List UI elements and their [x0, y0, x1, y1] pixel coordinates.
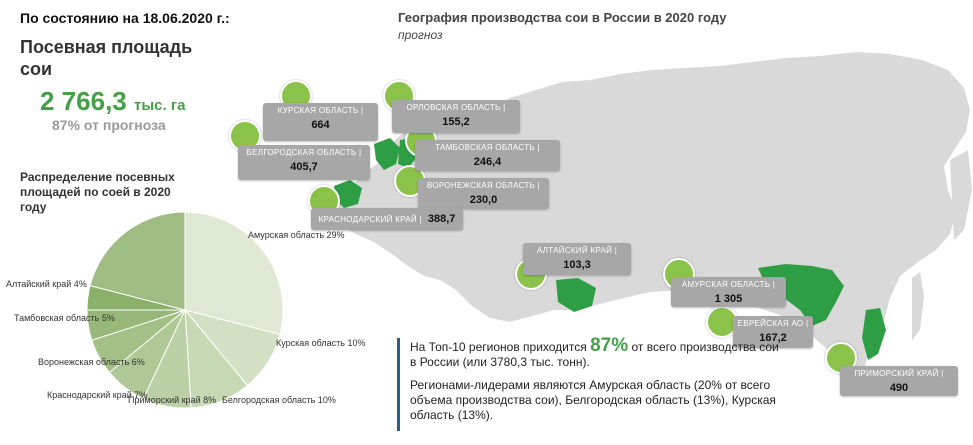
pie-title: Распределение посевных площадей по соей … — [20, 170, 175, 214]
sown-area-number: 2 766,3 — [40, 86, 127, 116]
pie-label-amur: Амурская область 29% — [248, 230, 345, 240]
region-primorsky — [862, 308, 886, 360]
region-card-altai: АЛТАЙСКИЙ КРАЙ | 103,3 — [523, 243, 631, 275]
region-value: 246,4 — [473, 156, 502, 168]
region-name: АЛТАЙСКИЙ КРАЙ | — [536, 246, 618, 255]
info-percent: 87% — [590, 335, 629, 356]
region-value: 664 — [311, 119, 330, 131]
region-card-kursk: КУРСКАЯ ОБЛАСТЬ | 664 — [263, 103, 378, 141]
region-value: 405,7 — [290, 161, 318, 173]
region-card-amur: АМУРСКАЯ ОБЛАСТЬ | 1 305 — [671, 277, 786, 307]
map-subtitle: прогноз — [398, 28, 443, 42]
sown-area-value: 2 766,3 тыс. га — [40, 86, 185, 117]
pie-label-krasnodar: Краснодарский край 7% — [47, 390, 148, 400]
region-name: ТАМБОВСКАЯ ОБЛАСТЬ | — [435, 143, 540, 152]
sown-area-unit: тыс. га — [133, 97, 186, 114]
region-name: КУРСКАЯ ОБЛАСТЬ | — [277, 106, 364, 115]
region-krasnodar — [334, 180, 362, 208]
region-card-tambov: ТАМБОВСКАЯ ОБЛАСТЬ | 246,4 — [415, 140, 560, 171]
region-altai — [556, 278, 596, 312]
region-value: 167,2 — [759, 332, 787, 344]
pie-slice — [89, 211, 186, 311]
region-card-primorsky: ПРИМОРСКИЙ КРАЙ | 490 — [840, 366, 958, 396]
region-orel-kursk-belgorod — [374, 138, 400, 170]
map-title: География производства сои в России в 20… — [398, 10, 727, 25]
info-box: На Топ-10 регионов приходится 87% от все… — [397, 335, 780, 431]
region-value: 155,2 — [442, 116, 470, 128]
region-name: КРАСНОДАРСКИЙ КРАЙ | — [318, 214, 422, 224]
region-value: 490 — [889, 382, 909, 394]
region-name: АМУРСКАЯ ОБЛАСТЬ | — [681, 280, 776, 289]
info-paragraph-leaders: Регионами-лидерами являются Амурская обл… — [410, 378, 776, 422]
sakhalin-island — [912, 272, 924, 340]
region-card-krasnodar: КРАСНОДАРСКИЙ КРАЙ | 388,7 — [311, 208, 463, 230]
sown-area-title: Посевная площадь сои — [20, 37, 193, 79]
pie-label-altai: Алтайский край 4% — [6, 279, 87, 289]
tractor-icon — [383, 80, 415, 112]
sown-area-note: 87% от прогноза — [52, 117, 166, 133]
region-card-jewish-ao: ЕВРЕЙСКАЯ АО | 167,2 — [733, 316, 813, 348]
region-name: ОРЛОВСКАЯ ОБЛАСТЬ | — [406, 103, 506, 112]
region-card-orel: ОРЛОВСКАЯ ОБЛАСТЬ | 155,2 — [392, 100, 520, 133]
info-text: На Топ-10 регионов приходится — [410, 340, 587, 354]
pie-slice — [184, 211, 284, 335]
kamchatka — [950, 150, 972, 240]
pie-chart — [86, 211, 284, 409]
russia-map — [330, 52, 972, 392]
region-card-belgorod: БЕЛГОРОДСКАЯ ОБЛАСТЬ | 405,7 — [238, 145, 370, 180]
region-value: 388,7 — [427, 213, 456, 225]
pie-label-primorsky: Приморский край 8% — [128, 395, 217, 405]
region-name: БЕЛГОРОДСКАЯ ОБЛАСТЬ | — [246, 148, 362, 157]
info-paragraph-top10: На Топ-10 регионов приходится 87% от все… — [410, 335, 780, 370]
pie-label-tambov: Тамбовская область 5% — [14, 313, 115, 323]
region-value: 1 305 — [714, 293, 743, 305]
region-name: ПРИМОРСКИЙ КРАЙ | — [854, 369, 944, 378]
region-name: ЕВРЕЙСКАЯ АО | — [737, 319, 809, 328]
pie-label-belgorod: Белгородская область 10% — [222, 395, 336, 405]
region-name: ВОРОНЕЖСКАЯ ОБЛАСТЬ | — [427, 181, 540, 190]
region-value: 230,0 — [469, 194, 498, 206]
info-text: от всего производства сои в России (или … — [410, 340, 779, 369]
region-card-voronezh: ВОРОНЕЖСКАЯ ОБЛАСТЬ | 230,0 — [418, 178, 549, 209]
pie-label-voronezh: Воронежская область 6% — [38, 357, 145, 367]
pie-label-kursk: Курская область 10% — [276, 338, 366, 348]
date-label: По состоянию на 18.06.2020 г.: — [20, 10, 230, 26]
region-value: 103,3 — [563, 259, 591, 271]
